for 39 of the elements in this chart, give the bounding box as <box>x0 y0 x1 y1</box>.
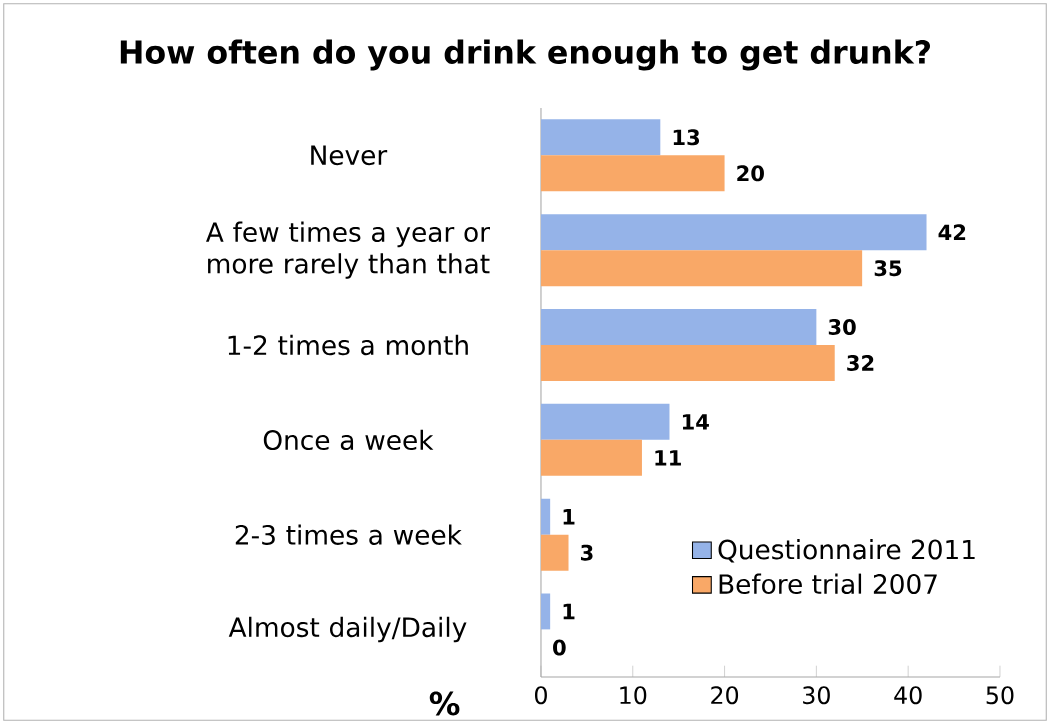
y-tick-label: Once a week <box>263 429 434 450</box>
x-tick-label: 40 <box>894 686 922 705</box>
x-tick-label: 10 <box>620 686 647 705</box>
chart-title: How often do you drink enough to get drunk? <box>120 39 931 71</box>
legend-label: Questionnaire 2011 <box>718 538 975 563</box>
y-tick-label: Almost daily/Daily <box>228 616 467 643</box>
x-tick-label: 30 <box>803 686 830 705</box>
bar <box>540 155 725 192</box>
data-label: 1 <box>563 603 575 620</box>
bar <box>540 534 569 571</box>
bar <box>540 308 817 345</box>
y-tick-label: Never <box>311 145 388 166</box>
bar <box>540 214 927 251</box>
data-label: 20 <box>737 165 764 182</box>
data-label: 11 <box>655 450 681 466</box>
bar <box>540 439 642 476</box>
x-tick-label: 50 <box>986 686 1014 705</box>
data-label: 1 <box>563 508 575 525</box>
data-label: 35 <box>874 260 902 277</box>
bar <box>540 344 835 381</box>
data-label: 32 <box>847 354 874 371</box>
bar <box>540 498 551 535</box>
x-tick-label: 20 <box>711 686 739 705</box>
y-tick-label: 2-3 times a week <box>235 524 462 545</box>
y-tick-label: 1-2 times a month <box>228 334 468 356</box>
data-label: 3 <box>580 544 593 561</box>
x-tick-label: 0 <box>535 686 547 705</box>
data-label: 30 <box>828 318 856 335</box>
data-label: 0 <box>553 639 566 656</box>
data-label: 13 <box>673 129 700 146</box>
bar <box>540 403 670 440</box>
bar <box>540 593 551 630</box>
data-label: 14 <box>682 414 709 430</box>
y-tick-label: A few times a year or more rarely than that <box>206 221 490 279</box>
bar <box>540 119 661 156</box>
data-label: 42 <box>938 224 966 240</box>
legend-label: Before trial 2007 <box>719 573 937 594</box>
x-axis-title: % <box>429 691 460 716</box>
bar <box>540 250 863 287</box>
